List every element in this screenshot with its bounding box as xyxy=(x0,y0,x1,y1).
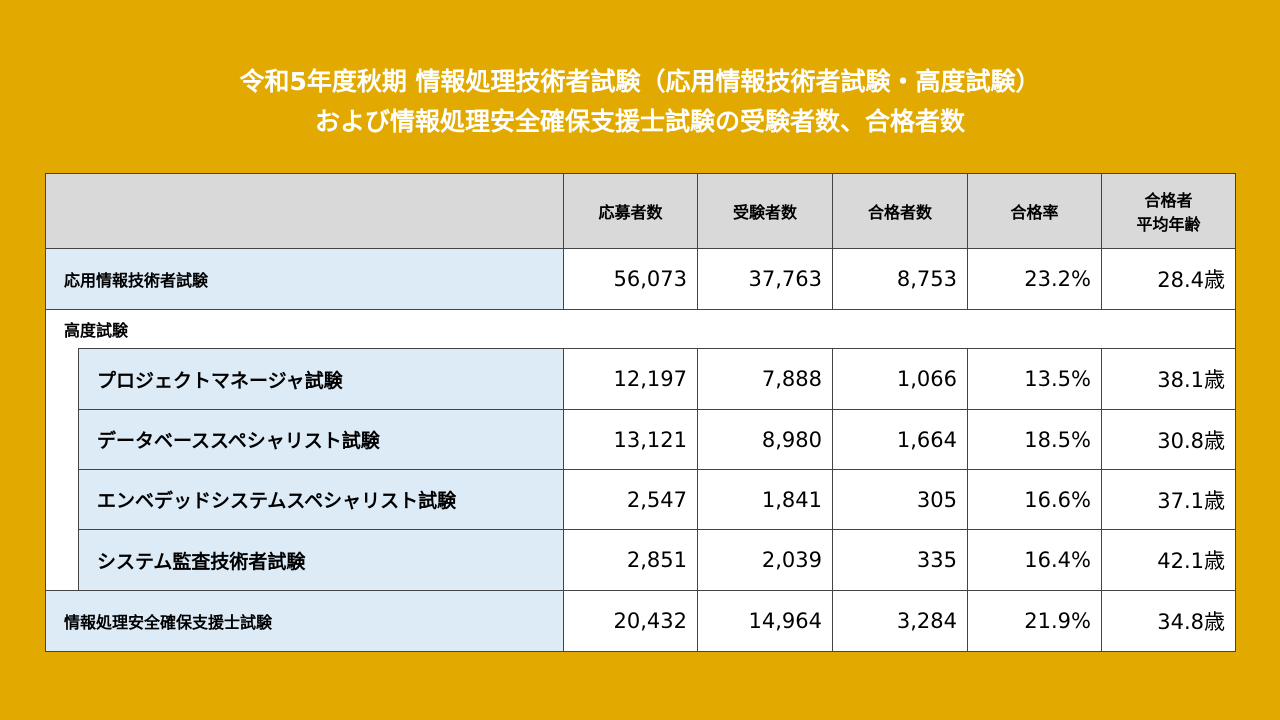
row-label: プロジェクトマネージャ試験 xyxy=(78,348,564,410)
value-cell: 23.2% xyxy=(967,248,1102,310)
value-cell: 28.4歳 xyxy=(1101,248,1236,310)
value-cell: 30.8歳 xyxy=(1101,409,1236,470)
title-line: 令和5年度秋期 情報処理技術者試験（応用情報技術者試験・高度試験） xyxy=(239,67,1041,96)
value-cell: 2,039 xyxy=(697,529,833,591)
title-line: および情報処理安全確保支援士試験の受験者数、合格者数 xyxy=(314,107,965,136)
value-cell: 42.1歳 xyxy=(1101,529,1236,591)
value-cell: 7,888 xyxy=(697,348,833,410)
value-cell: 37.1歳 xyxy=(1101,469,1236,530)
header-cell: 合格率 xyxy=(967,173,1102,249)
row-label: エンベデッドシステムスペシャリスト試験 xyxy=(78,469,564,530)
value-cell: 20,432 xyxy=(563,590,698,652)
value-cell: 2,547 xyxy=(563,469,698,530)
value-cell: 37,763 xyxy=(697,248,833,310)
value-cell: 305 xyxy=(832,469,968,530)
row-label: システム監査技術者試験 xyxy=(78,529,564,591)
value-cell: 13.5% xyxy=(967,348,1102,410)
header-cell: 合格者 平均年齢 xyxy=(1101,173,1236,249)
row-label: 応用情報技術者試験 xyxy=(45,248,564,310)
header-line: 平均年齢 xyxy=(1136,215,1201,234)
value-cell: 8,980 xyxy=(697,409,833,470)
row-label: データベーススペシャリスト試験 xyxy=(78,409,564,470)
value-cell: 18.5% xyxy=(967,409,1102,470)
value-cell: 56,073 xyxy=(563,248,698,310)
value-cell: 8,753 xyxy=(832,248,968,310)
value-cell: 3,284 xyxy=(832,590,968,652)
row-label: 情報処理安全確保支援士試験 xyxy=(45,590,564,652)
value-cell: 21.9% xyxy=(967,590,1102,652)
value-cell: 34.8歳 xyxy=(1101,590,1236,652)
value-cell: 1,841 xyxy=(697,469,833,530)
value-cell: 335 xyxy=(832,529,968,591)
value-cell: 13,121 xyxy=(563,409,698,470)
group-label: 高度試験 xyxy=(64,321,129,340)
value-cell: 1,664 xyxy=(832,409,968,470)
value-cell: 16.6% xyxy=(967,469,1102,530)
value-cell: 38.1歳 xyxy=(1101,348,1236,410)
value-cell: 14,964 xyxy=(697,590,833,652)
header-cell: 応募者数 xyxy=(563,173,698,249)
header-line: 合格者 xyxy=(1144,191,1193,210)
value-cell: 1,066 xyxy=(832,348,968,410)
header-cell: 合格者数 xyxy=(832,173,968,249)
value-cell: 12,197 xyxy=(563,348,698,410)
value-cell: 2,851 xyxy=(563,529,698,591)
value-cell: 16.4% xyxy=(967,529,1102,591)
header-cell xyxy=(45,173,564,249)
header-cell: 受験者数 xyxy=(697,173,833,249)
